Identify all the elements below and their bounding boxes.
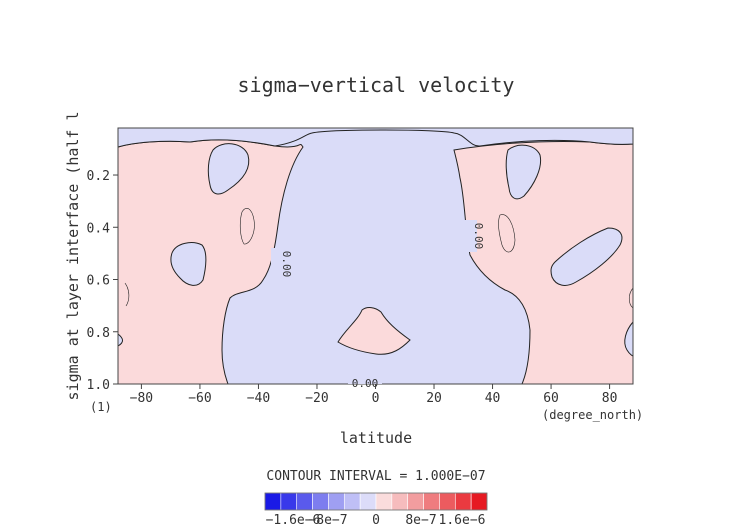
x-tick-label: −40 [247, 391, 270, 406]
x-tick-label: 60 [543, 391, 559, 406]
colorbar-swatch [296, 492, 313, 511]
colorbar-labels: −1.6e−6−8e−7 0 8e−7 1.6e−6 [266, 513, 486, 528]
y-axis: 0.2 0.4 0.6 0.8 1.0 [87, 169, 118, 393]
chart-title: sigma−vertical velocity [238, 73, 515, 97]
colorbar-label: 1.6e−6 [439, 513, 486, 528]
colorbar-label: −8e−7 [308, 513, 347, 528]
contour-label: 0.00 [280, 251, 293, 278]
negative-cell-4 [550, 227, 623, 286]
colorbar-label: −1.6e−6 [266, 513, 321, 528]
negative-cell-3 [505, 144, 542, 200]
positive-region-midlevel [337, 307, 411, 355]
y-tick-label: 0.6 [87, 274, 110, 289]
x-tick-label: −80 [130, 391, 153, 406]
contour-labels: 0.00 0.00 0.00 [271, 220, 485, 390]
x-axis-unit: (degree_north) [542, 408, 643, 422]
x-tick-label: 0 [372, 391, 380, 406]
colorbar [264, 492, 488, 511]
contour-label-bg [348, 376, 382, 384]
weak-contour-2 [498, 214, 516, 253]
colorbar-frame [264, 492, 488, 511]
x-tick-label: 20 [426, 391, 442, 406]
x-tick-label: −20 [305, 391, 328, 406]
colorbar-swatch [454, 492, 472, 511]
y-tick-label: 1.0 [87, 378, 110, 393]
y-axis-unit: (1) [90, 400, 112, 414]
x-tick-label: −60 [188, 391, 211, 406]
negative-cell-2 [170, 242, 207, 286]
contour-label-bg [271, 248, 285, 280]
contour-label: 0.00 [472, 223, 485, 250]
contour-interval-text: CONTOUR INTERVAL = 1.000E−07 [266, 469, 485, 484]
y-tick-label: 0.8 [87, 326, 110, 341]
colorbar-label: 8e−7 [405, 513, 436, 528]
colorbar-swatch [359, 492, 377, 511]
colorbar-swatch [439, 492, 456, 511]
weak-contour-3 [124, 282, 130, 307]
colorbar-label: 0 [372, 513, 380, 528]
colorbar-swatch [470, 492, 488, 511]
weak-contour-1 [239, 207, 255, 245]
colorbar-swatch [407, 492, 424, 511]
colorbar-swatch [280, 492, 298, 511]
y-tick-label: 0.4 [87, 221, 111, 236]
colorbar-swatch [328, 492, 345, 511]
colorbar-swatch [391, 492, 409, 511]
x-axis-label: latitude [340, 429, 412, 447]
x-axis: −80 −60 −40 −20 0 20 40 60 80 [130, 384, 618, 406]
colorbar-swatch [312, 492, 329, 511]
x-tick-label: 40 [485, 391, 501, 406]
contour-label-bg [463, 220, 477, 252]
x-tick-label: 80 [602, 391, 618, 406]
colorbar-swatch [423, 492, 440, 511]
plot-area [117, 127, 634, 385]
colorbar-swatch [375, 492, 393, 511]
negative-cell-1 [207, 143, 250, 195]
colorbar-swatch [264, 492, 282, 511]
weak-contour-4 [628, 287, 634, 309]
y-tick-label: 0.2 [87, 169, 110, 184]
colorbar-swatch [343, 492, 361, 511]
contour-label: 0.00 [352, 377, 379, 390]
y-axis-label: sigma at layer interface (half l [64, 112, 82, 401]
top-negative-band [117, 127, 634, 148]
